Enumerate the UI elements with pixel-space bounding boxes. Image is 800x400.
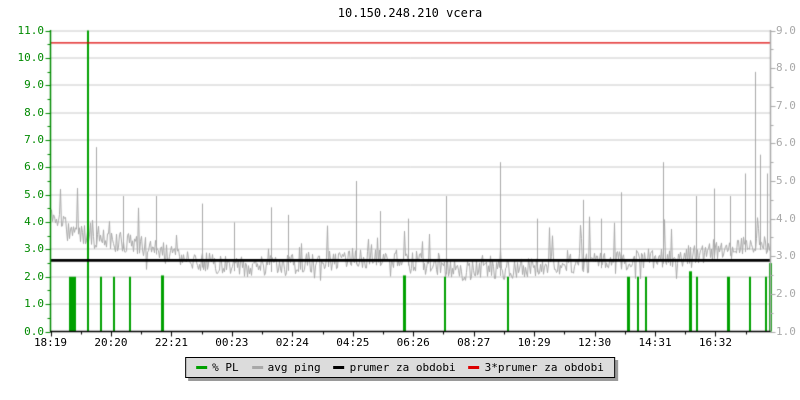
axis-tick-label: 7.0 bbox=[24, 132, 44, 146]
axis-tick-label: 6.0 bbox=[776, 136, 796, 150]
axis-tick-label: 5.0 bbox=[24, 187, 44, 201]
legend: % PL avg ping prumer za obdobi 3*prumer … bbox=[185, 357, 615, 378]
axis-tick-label: 9.0 bbox=[24, 78, 44, 92]
axis-tick-label: 6.0 bbox=[24, 160, 44, 174]
legend-item-period-avg: prumer za obdobi bbox=[333, 361, 456, 374]
axis-tick-label: 4.0 bbox=[776, 211, 796, 225]
axis-tick-label: 1.0 bbox=[24, 297, 44, 311]
axis-tick-label: 7.0 bbox=[776, 98, 796, 112]
axis-tick-label: 5.0 bbox=[776, 174, 796, 187]
axis-tick-label: 12:30 bbox=[578, 336, 612, 349]
avg-3x-color-swatch bbox=[468, 366, 480, 369]
axis-tick-label: 4.0 bbox=[24, 215, 44, 229]
axis-tick-label: 11.0 bbox=[17, 23, 45, 37]
axis-tick-label: 18:19 bbox=[33, 336, 68, 349]
axis-tick-label: 06:26 bbox=[396, 336, 430, 349]
axis-tick-label: 0.0 bbox=[24, 324, 44, 338]
axis-tick-label: 08:27 bbox=[457, 336, 491, 349]
axis-tick-label: 8.0 bbox=[24, 105, 44, 119]
axis-tick-label: 04:25 bbox=[336, 336, 370, 349]
axis-tick-label: 3.0 bbox=[24, 242, 44, 256]
legend-item-pl: % PL bbox=[196, 361, 239, 374]
axis-tick-label: 9.0 bbox=[776, 23, 796, 37]
legend-label: prumer za obdobi bbox=[349, 361, 456, 374]
period-avg-color-swatch bbox=[333, 366, 345, 369]
axis-tick-label: 14:31 bbox=[638, 336, 672, 349]
axis-tick-label: 8.0 bbox=[776, 61, 796, 75]
axis-tick-label: 22:21 bbox=[154, 336, 188, 349]
axis-tick-label: 10:29 bbox=[517, 336, 551, 349]
avg-ping-color-swatch bbox=[251, 366, 263, 369]
legend-label: % PL bbox=[212, 361, 239, 374]
legend-item-3x-avg: 3*prumer za obdobi bbox=[468, 361, 604, 374]
axis-tick-label: 20:20 bbox=[94, 336, 128, 349]
chart-title: 10.150.248.210 vcera bbox=[337, 6, 483, 20]
axis-tick-label: 10.0 bbox=[17, 50, 45, 64]
axis-tick-label: 16:32 bbox=[698, 336, 733, 349]
legend-item-avg-ping: avg ping bbox=[251, 361, 321, 374]
legend-label: avg ping bbox=[267, 361, 321, 374]
axis-tick-label: 2.0 bbox=[24, 269, 44, 283]
axis-tick-label: 3.0 bbox=[776, 249, 796, 263]
legend-label: 3*prumer za obdobi bbox=[484, 361, 604, 374]
axis-tick-label: 1.0 bbox=[776, 324, 796, 338]
axis-tick-label: 2.0 bbox=[776, 286, 796, 300]
pl-color-swatch bbox=[196, 366, 208, 369]
axis-tick-label: 02:24 bbox=[275, 336, 309, 349]
axis-tick-label: 00:23 bbox=[215, 336, 249, 349]
